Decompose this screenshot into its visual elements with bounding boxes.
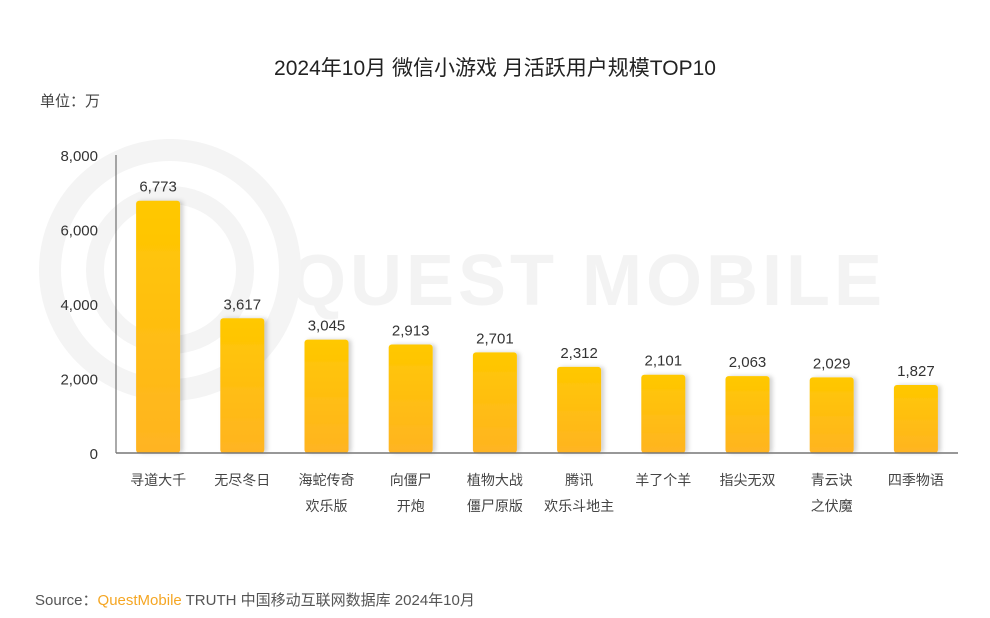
data-label: 2,312 <box>560 345 598 362</box>
y-tick-label: 8,000 <box>60 148 98 165</box>
source-note: Source：QuestMobile TRUTH 中国移动互联网数据库 2024… <box>35 589 475 610</box>
x-tick-label: 无尽冬日 <box>214 473 270 489</box>
bar <box>388 344 433 453</box>
x-tick-label: 之伏魔 <box>811 499 853 515</box>
bar <box>893 384 938 453</box>
y-tick-label: 2,000 <box>60 372 98 389</box>
x-tick-label: 指尖无双 <box>720 473 776 489</box>
data-label: 2,913 <box>392 322 430 339</box>
x-tick-label: 欢乐斗地主 <box>544 499 614 515</box>
x-tick-label: 植物大战 <box>467 473 523 489</box>
data-label: 2,029 <box>813 355 851 372</box>
x-tick-label: 四季物语 <box>888 473 944 489</box>
y-tick-label: 6,000 <box>60 223 98 240</box>
x-tick-label: 寻道大千 <box>130 473 186 489</box>
bar <box>220 318 265 453</box>
data-label: 3,617 <box>224 296 262 313</box>
chart-title: 2024年10月 微信小游戏 月活跃用户规模TOP10 <box>274 57 716 80</box>
source-prefix: Source： <box>35 592 98 609</box>
watermark: QUEST MOBILE <box>290 241 887 321</box>
x-tick-label: 腾讯 <box>565 472 593 489</box>
bar <box>557 366 602 453</box>
source-rest: TRUTH 中国移动互联网数据库 2024年10月 <box>181 592 475 609</box>
y-tick-label: 4,000 <box>60 297 98 314</box>
unit-label: 单位：万 <box>40 93 101 110</box>
bar <box>725 376 770 453</box>
x-tick-label: 羊了个羊 <box>635 473 691 489</box>
source-brand: QuestMobile <box>97 592 182 609</box>
x-tick-label: 欢乐版 <box>306 499 348 515</box>
x-tick-label: 开炮 <box>397 499 425 515</box>
bar <box>304 339 349 453</box>
x-tick-label: 僵尸原版 <box>467 499 523 515</box>
bar <box>472 352 517 453</box>
data-label: 2,063 <box>729 354 767 371</box>
data-label: 1,827 <box>897 363 935 380</box>
data-label: 6,773 <box>139 179 177 196</box>
data-label: 2,101 <box>645 353 683 370</box>
y-tick-label: 0 <box>90 446 98 463</box>
bar <box>136 200 181 453</box>
data-label: 2,701 <box>476 330 514 347</box>
data-label: 3,045 <box>308 318 346 335</box>
x-tick-label: 海蛇传奇 <box>299 472 355 489</box>
x-tick-label: 青云诀 <box>811 473 853 489</box>
x-tick-label: 向僵尸 <box>390 473 432 489</box>
bar <box>641 374 686 453</box>
bar <box>809 377 854 453</box>
